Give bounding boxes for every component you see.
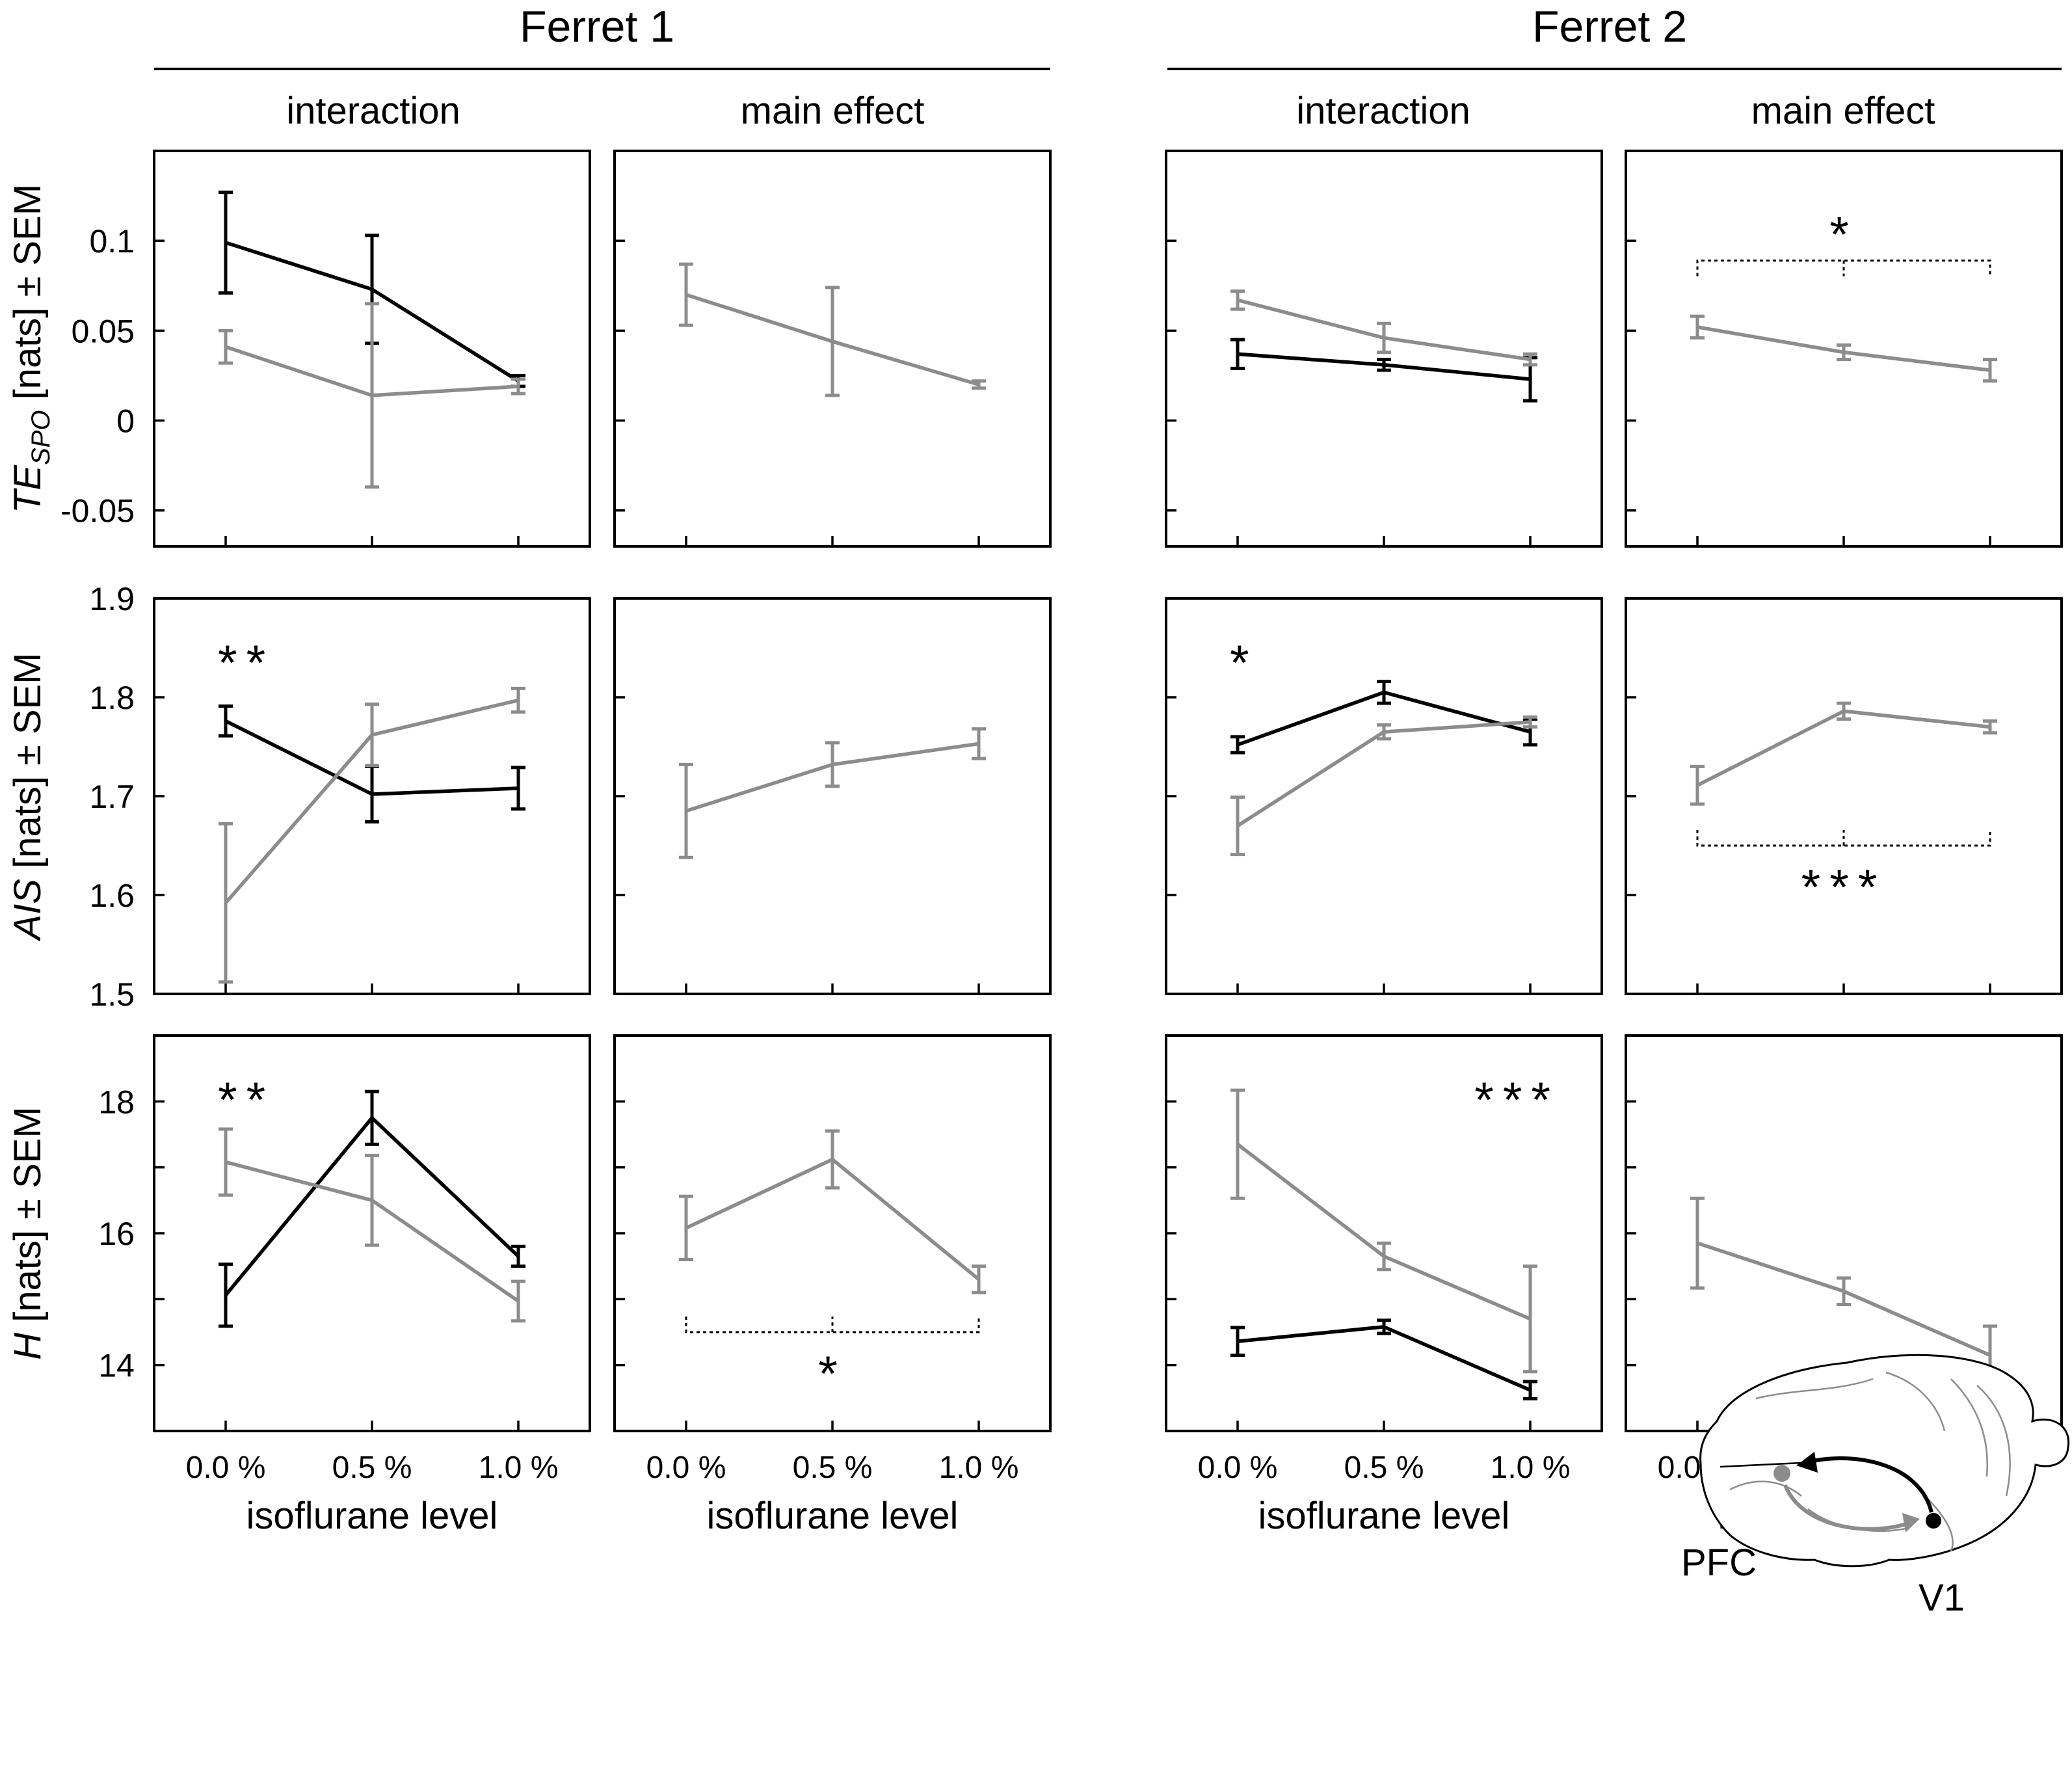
- brain-sulcus: [1950, 1378, 1988, 1477]
- column-header-f1-interaction: interaction: [286, 90, 460, 132]
- x-tick-label: 0.5 %: [793, 1451, 873, 1485]
- x-axis-label: isoflurane level: [1258, 1495, 1510, 1537]
- brain-sulcus: [1755, 1378, 1874, 1400]
- y-tick-label: 1.7: [89, 779, 135, 815]
- arrowhead-pfc-to-v1: [1902, 1513, 1920, 1532]
- significance-bracket: [685, 1317, 980, 1333]
- x-tick-label: 1.0 %: [939, 1451, 1019, 1485]
- group-title-ferret-1: Ferret 1: [520, 2, 674, 51]
- y-axis-label: TESPO [nats] ± SEM: [7, 184, 55, 513]
- column-header-f2-interaction: interaction: [1296, 90, 1470, 132]
- series-line-pfc-to-v1: [1236, 720, 1531, 827]
- panel-frame: [1625, 597, 2063, 995]
- group-title-ferret-2: Ferret 2: [1532, 2, 1687, 51]
- v1-marker: [1926, 1513, 1941, 1529]
- panel-r1-c1: [613, 597, 1052, 995]
- brain-sulcus: [1729, 1480, 1802, 1497]
- panel-r0-c3: *: [1625, 150, 2063, 548]
- panel-r0-c1: [613, 150, 1052, 548]
- brain-sulcus: [1924, 1495, 1954, 1552]
- y-tick-label: 14: [98, 1348, 135, 1384]
- series-line-v1-to-pfc: [225, 241, 520, 383]
- y-tick-label: -0.05: [60, 493, 135, 529]
- brain-diagram: PFC V1: [1681, 1354, 2070, 1619]
- series-line-main-effect: [685, 293, 979, 386]
- significance-stars: ***: [1801, 860, 1887, 915]
- series-line-main-effect: [685, 742, 979, 813]
- brain-sulcus: [1885, 1371, 1946, 1432]
- brain-sulcus: [1976, 1385, 2011, 1497]
- panel-r2-c0: 14 16 18 ** 0.0 % 0.5 % 1.0 % isoflurane level: [98, 1034, 591, 1537]
- significance-bracket: [1696, 260, 1991, 276]
- y-tick-label: 16: [98, 1216, 135, 1252]
- x-tick-label: 0.0 %: [646, 1451, 726, 1485]
- x-tick-label: 0.0 %: [186, 1451, 266, 1485]
- column-header-f1-main-effect: main effect: [741, 90, 925, 132]
- y-tick-label: 0.05: [72, 313, 135, 349]
- series-line-v1-to-pfc: [1237, 352, 1531, 381]
- y-tick-label: 0.1: [89, 223, 135, 260]
- series-line-v1-to-pfc: [224, 1116, 520, 1297]
- significance-bracket: [1696, 830, 1991, 847]
- series-line-pfc-to-v1: [225, 345, 519, 397]
- significance-stars: **: [218, 1073, 274, 1128]
- panel-r0-c2: [1165, 150, 1603, 548]
- panel-r1-c2: *: [1165, 597, 1603, 995]
- series-line-pfc-to-v1: [224, 698, 519, 904]
- y-axis-label: AIS [nats] ± SEM: [7, 652, 49, 941]
- arrow-v1-to-pfc: [1802, 1456, 1933, 1513]
- y-tick-label: 1.6: [89, 877, 135, 914]
- y-tick-label: 1.9: [89, 581, 135, 617]
- series-line-v1-to-pfc: [1237, 690, 1531, 747]
- panel-r1-c0: 1.5 1.6 1.7 1.8 1.9 **: [89, 581, 591, 1013]
- arrowhead-v1-to-pfc: [1796, 1452, 1818, 1473]
- series-line-v1-to-pfc: [224, 719, 519, 796]
- brain-midline: [1720, 1461, 1815, 1468]
- pfc-marker: [1773, 1465, 1790, 1482]
- arrow-pfc-to-v1: [1783, 1484, 1917, 1531]
- y-axis-label: H [nats] ± SEM: [7, 1106, 49, 1360]
- y-tick-label: 1.5: [89, 976, 135, 1013]
- x-tick-label: 0.5 %: [1344, 1451, 1424, 1485]
- series-line-pfc-to-v1: [1236, 1143, 1532, 1321]
- panel-r0-c0: -0.05 0 0.05 0.1: [60, 150, 591, 548]
- y-tick-label: 1.8: [89, 680, 135, 716]
- significance-stars: **: [218, 635, 274, 691]
- x-axis-label: isoflurane level: [707, 1495, 959, 1537]
- x-tick-label: 1.0 %: [479, 1451, 559, 1485]
- series-line-v1-to-pfc: [1237, 1325, 1532, 1392]
- y-tick-label: 18: [98, 1084, 135, 1120]
- significance-stars: *: [1829, 207, 1858, 263]
- series-line-pfc-to-v1: [1237, 298, 1531, 362]
- series-line-main-effect: [1696, 709, 1991, 787]
- x-axis-label: isoflurane level: [246, 1495, 498, 1537]
- series-line-main-effect: [685, 1157, 980, 1281]
- significance-stars: ***: [1474, 1073, 1560, 1128]
- significance-stars: *: [1230, 635, 1258, 691]
- panel-r2-c1: * 0.0 % 0.5 % 1.0 % isoflurane level: [613, 1034, 1052, 1537]
- x-tick-label: 0.5 %: [332, 1451, 412, 1485]
- significance-stars: *: [818, 1346, 847, 1402]
- column-header-f2-main-effect: main effect: [1751, 90, 1935, 132]
- y-tick-label: 0: [116, 403, 135, 440]
- series-line-pfc-to-v1: [225, 1160, 520, 1303]
- series-line-main-effect: [1697, 325, 1991, 372]
- v1-label: V1: [1919, 1577, 1965, 1619]
- panel-r1-c3: ***: [1625, 597, 2063, 995]
- brain-outline: [1699, 1354, 2070, 1568]
- panel-frame: [613, 597, 1052, 995]
- pfc-label: PFC: [1681, 1542, 1757, 1584]
- x-tick-label: 1.0 %: [1491, 1451, 1571, 1485]
- x-tick-label: 0.0 %: [1198, 1451, 1278, 1485]
- series-line-main-effect: [1697, 1241, 1991, 1357]
- panel-r2-c2: *** 0.0 % 0.5 % 1.0 % isoflurane level: [1165, 1034, 1603, 1537]
